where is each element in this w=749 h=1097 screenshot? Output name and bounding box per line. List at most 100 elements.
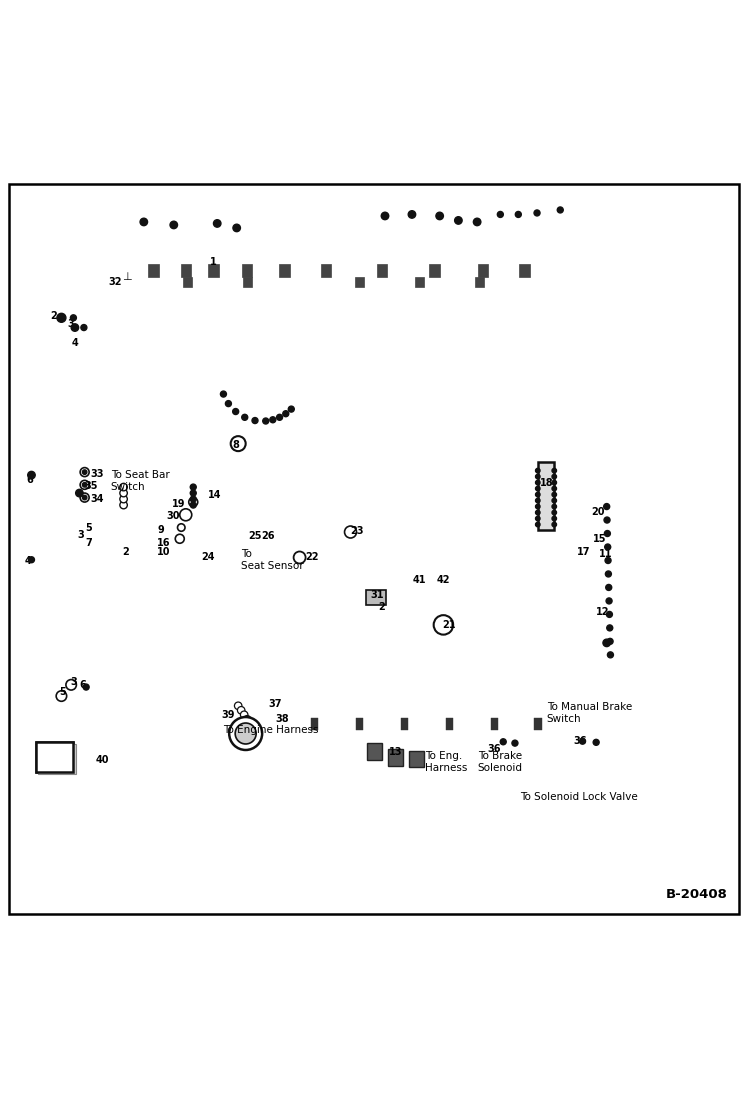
Circle shape bbox=[81, 325, 87, 330]
Circle shape bbox=[190, 490, 196, 496]
Circle shape bbox=[112, 268, 121, 275]
Circle shape bbox=[603, 640, 610, 646]
Circle shape bbox=[82, 483, 87, 487]
Circle shape bbox=[237, 706, 245, 714]
Circle shape bbox=[31, 297, 40, 306]
Circle shape bbox=[294, 552, 306, 564]
Circle shape bbox=[190, 502, 196, 508]
Circle shape bbox=[606, 598, 612, 604]
Text: 30: 30 bbox=[166, 511, 180, 521]
Circle shape bbox=[175, 534, 184, 543]
Circle shape bbox=[33, 291, 42, 299]
Circle shape bbox=[16, 280, 24, 287]
Circle shape bbox=[552, 510, 557, 514]
Circle shape bbox=[593, 739, 599, 745]
Circle shape bbox=[534, 210, 540, 216]
Circle shape bbox=[120, 484, 127, 490]
Bar bbox=[388, 749, 403, 766]
Circle shape bbox=[34, 271, 42, 279]
Text: 25: 25 bbox=[248, 531, 261, 541]
Circle shape bbox=[34, 289, 43, 297]
Bar bbox=[429, 264, 440, 278]
Bar bbox=[279, 264, 290, 278]
Text: To Manual Brake
Switch: To Manual Brake Switch bbox=[547, 702, 632, 724]
Circle shape bbox=[225, 400, 231, 407]
Circle shape bbox=[263, 418, 269, 425]
Circle shape bbox=[497, 212, 503, 217]
Circle shape bbox=[22, 276, 30, 284]
Circle shape bbox=[557, 207, 563, 213]
Text: 3: 3 bbox=[70, 677, 77, 687]
Circle shape bbox=[552, 505, 557, 509]
Circle shape bbox=[76, 489, 83, 497]
Circle shape bbox=[66, 679, 76, 690]
Text: To Solenoid Lock Valve: To Solenoid Lock Valve bbox=[521, 792, 638, 802]
Text: 6: 6 bbox=[79, 680, 86, 690]
Text: To Seat Bar
Switch: To Seat Bar Switch bbox=[111, 471, 169, 491]
Bar bbox=[116, 421, 311, 570]
Text: ⊥: ⊥ bbox=[122, 272, 133, 282]
Text: To Engine Harness: To Engine Harness bbox=[223, 725, 319, 735]
Circle shape bbox=[124, 268, 132, 275]
Circle shape bbox=[552, 480, 557, 485]
Bar bbox=[38, 744, 76, 774]
Circle shape bbox=[178, 523, 185, 531]
Text: 18: 18 bbox=[540, 478, 554, 488]
Bar bbox=[409, 750, 424, 767]
Circle shape bbox=[170, 222, 178, 228]
Circle shape bbox=[19, 279, 27, 285]
Circle shape bbox=[118, 268, 127, 275]
Circle shape bbox=[249, 724, 257, 732]
Circle shape bbox=[604, 504, 610, 509]
Text: 3: 3 bbox=[77, 530, 85, 540]
Circle shape bbox=[220, 391, 226, 397]
Text: 2: 2 bbox=[378, 602, 386, 612]
Circle shape bbox=[607, 652, 613, 658]
Text: 36: 36 bbox=[574, 736, 587, 746]
Circle shape bbox=[536, 486, 540, 490]
Circle shape bbox=[130, 268, 138, 275]
Circle shape bbox=[213, 219, 221, 227]
Circle shape bbox=[55, 268, 63, 275]
Circle shape bbox=[37, 278, 46, 286]
Circle shape bbox=[57, 314, 66, 323]
Circle shape bbox=[89, 268, 97, 275]
Circle shape bbox=[536, 480, 540, 485]
Text: 21: 21 bbox=[442, 620, 455, 630]
Circle shape bbox=[536, 517, 540, 521]
Bar bbox=[478, 264, 488, 278]
Text: 19: 19 bbox=[172, 499, 186, 509]
Circle shape bbox=[49, 268, 57, 275]
Bar bbox=[243, 276, 252, 287]
Circle shape bbox=[137, 269, 145, 276]
Circle shape bbox=[408, 211, 416, 218]
Bar bbox=[355, 276, 364, 287]
Circle shape bbox=[246, 720, 254, 727]
Circle shape bbox=[552, 498, 557, 502]
Circle shape bbox=[381, 212, 389, 219]
Circle shape bbox=[552, 474, 557, 479]
Circle shape bbox=[61, 268, 69, 275]
Text: 36: 36 bbox=[488, 744, 501, 755]
Circle shape bbox=[56, 691, 67, 701]
Circle shape bbox=[552, 486, 557, 490]
Circle shape bbox=[25, 275, 33, 283]
Circle shape bbox=[235, 723, 256, 744]
Bar bbox=[538, 462, 554, 530]
Text: 15: 15 bbox=[593, 534, 607, 544]
Circle shape bbox=[34, 286, 43, 295]
Circle shape bbox=[552, 522, 557, 527]
Circle shape bbox=[515, 212, 521, 217]
Circle shape bbox=[242, 415, 248, 420]
Text: 12: 12 bbox=[595, 607, 609, 618]
Text: 10: 10 bbox=[157, 547, 170, 557]
Circle shape bbox=[32, 293, 41, 302]
Circle shape bbox=[552, 493, 557, 497]
Bar bbox=[367, 744, 382, 760]
Circle shape bbox=[37, 280, 46, 289]
Circle shape bbox=[536, 468, 540, 473]
Circle shape bbox=[604, 544, 610, 550]
Circle shape bbox=[607, 611, 613, 618]
Text: 37: 37 bbox=[268, 699, 282, 709]
Circle shape bbox=[37, 269, 45, 276]
